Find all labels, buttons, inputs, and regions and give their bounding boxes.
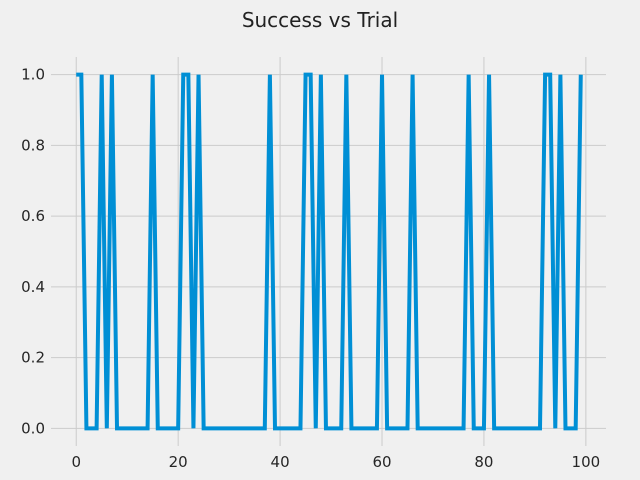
- x-tick-label: 60: [372, 453, 391, 471]
- x-tick-label: 40: [271, 453, 290, 471]
- y-tick-label: 0.2: [21, 349, 45, 367]
- x-tick-label: 0: [71, 453, 81, 471]
- grid: [51, 57, 606, 446]
- series-line: [76, 72, 583, 431]
- x-tick-label: 20: [169, 453, 188, 471]
- y-tick-label: 1.0: [21, 66, 45, 84]
- series-layer: [76, 72, 583, 431]
- chart-title: Success vs Trial: [242, 8, 398, 32]
- y-tick-label: 0.8: [21, 136, 45, 154]
- x-axis-ticks: 0 20 40 60 80 100: [71, 453, 600, 471]
- x-tick-label: 80: [474, 453, 493, 471]
- y-tick-label: 0.6: [21, 207, 45, 225]
- y-tick-label: 0.4: [21, 278, 45, 296]
- y-axis-ticks: 0.0 0.2 0.4 0.6 0.8 1.0: [21, 66, 45, 438]
- x-tick-label: 100: [572, 453, 601, 471]
- y-tick-label: 0.0: [21, 419, 45, 437]
